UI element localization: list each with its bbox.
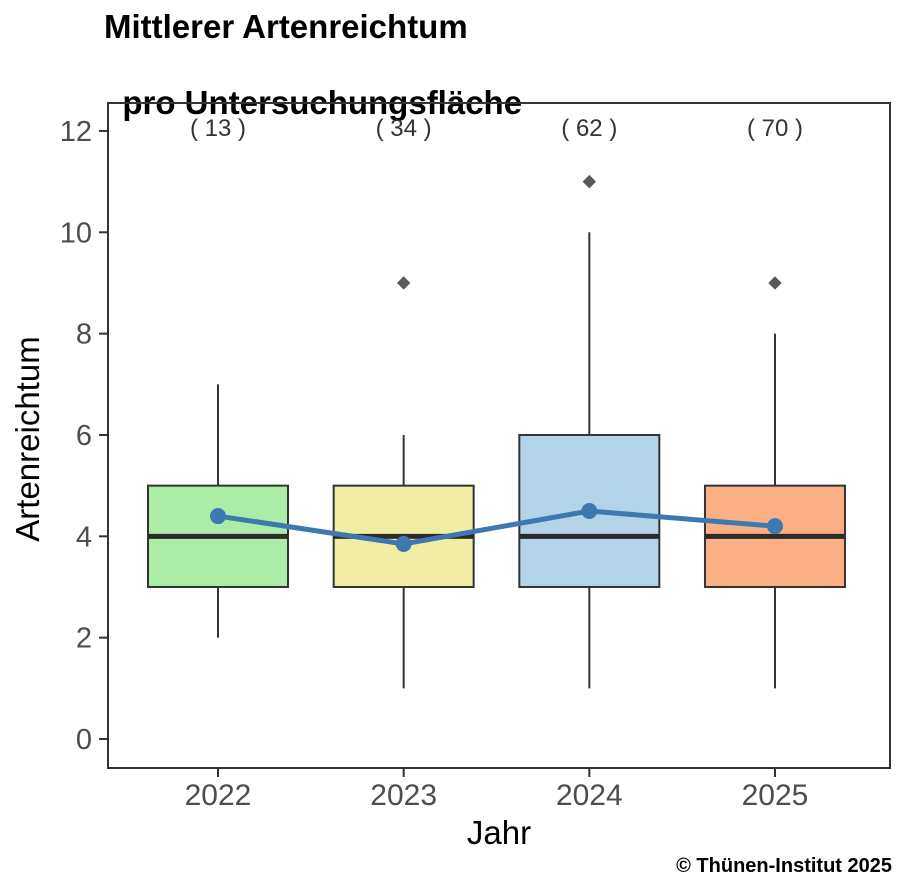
y-axis-title: Artenreichtum <box>9 336 46 542</box>
mean-point-2023 <box>395 535 412 552</box>
chart-title-line1: Mittlerer Artenreichtum <box>104 8 468 45</box>
outlier-point-2025 <box>768 276 782 290</box>
x-tick-label: 2025 <box>742 779 809 812</box>
x-tick-label: 2023 <box>370 779 437 812</box>
sample-count-label: ( 13 ) <box>190 115 246 142</box>
x-tick-label: 2022 <box>185 779 252 812</box>
sample-count-label: ( 70 ) <box>747 115 803 142</box>
y-tick-label: 10 <box>60 217 92 249</box>
y-tick-label: 12 <box>60 116 92 148</box>
outlier-point-2023 <box>396 276 411 290</box>
copyright-note: © Thünen-Institut 2025 <box>676 855 892 877</box>
sample-count-label: ( 62 ) <box>561 115 617 142</box>
y-tick-label: 2 <box>76 623 92 655</box>
mean-line <box>217 508 776 547</box>
x-tick-label: 2024 <box>556 779 623 812</box>
outlier-point-2024 <box>582 174 597 189</box>
y-tick-label: 0 <box>76 724 92 756</box>
x-axis-title: Jahr <box>466 814 532 851</box>
y-tick-label: 4 <box>76 521 92 553</box>
chart-title: Mittlerer Artenreichtum pro Untersuchung… <box>104 8 522 122</box>
mean-point-2024 <box>581 502 598 519</box>
mean-point-2022 <box>210 508 226 525</box>
sample-count-label: ( 34 ) <box>376 115 432 142</box>
y-tick-label: 6 <box>76 420 92 452</box>
y-tick-label: 8 <box>76 319 92 351</box>
panel-border <box>107 102 891 769</box>
mean-point-2025 <box>766 518 783 535</box>
